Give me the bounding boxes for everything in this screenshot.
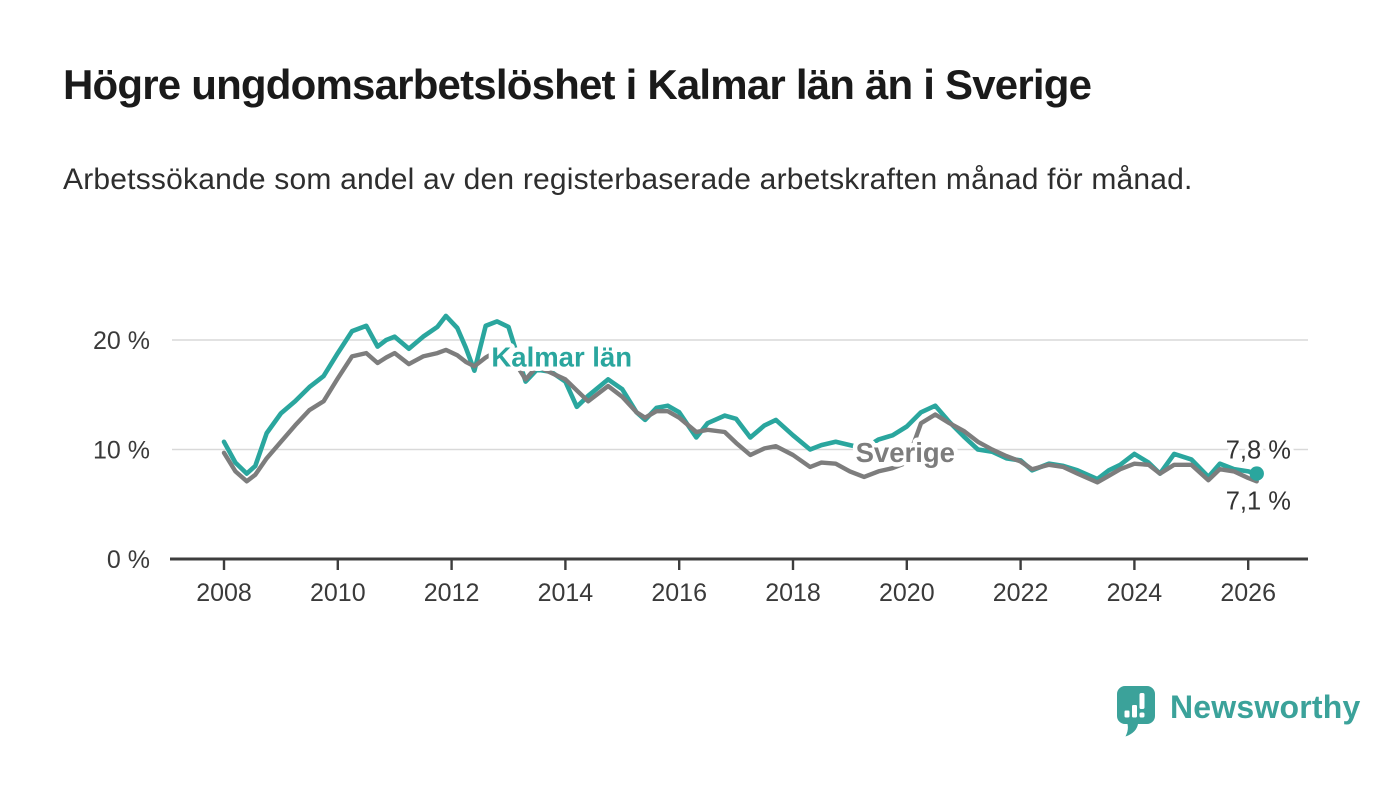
x-tick-label: 2008 xyxy=(196,579,252,607)
bar-chart-speech-bubble-icon xyxy=(1117,686,1155,737)
newsworthy-logo: Newsworthy xyxy=(1116,685,1360,737)
sverige-line xyxy=(221,347,1259,485)
x-tick-label: 2014 xyxy=(538,579,594,607)
y-tick-label: 20 % xyxy=(93,327,150,355)
kalmar-series-label: Kalmar län xyxy=(491,341,632,372)
x-tick-label: 2018 xyxy=(765,579,821,607)
newsworthy-logo-text: Newsworthy xyxy=(1170,689,1361,725)
page-title: Högre ungdomsarbetslöshet i Kalmar län ä… xyxy=(63,61,1092,108)
kalmar-end-dot xyxy=(1249,466,1264,481)
sverige-series-label: Sverige xyxy=(856,437,955,468)
sverige-end-value-label: 7,1 % xyxy=(1226,488,1291,516)
x-tick-label: 2022 xyxy=(993,579,1049,607)
x-tick-label: 2020 xyxy=(879,579,935,607)
x-tick-label: 2012 xyxy=(424,579,480,607)
y-tick-label: 10 % xyxy=(93,437,150,465)
x-tick-label: 2024 xyxy=(1107,579,1163,607)
kalmar-line xyxy=(221,313,1259,482)
page-subtitle: Arbetssökande som andel av den registerb… xyxy=(63,163,1193,196)
x-tick-label: 2016 xyxy=(651,579,707,607)
y-tick-label: 0 % xyxy=(107,546,150,574)
x-tick-label: 2026 xyxy=(1220,579,1276,607)
kalmar-end-value-label: 7,8 % xyxy=(1226,437,1291,465)
x-tick-label: 2010 xyxy=(310,579,366,607)
